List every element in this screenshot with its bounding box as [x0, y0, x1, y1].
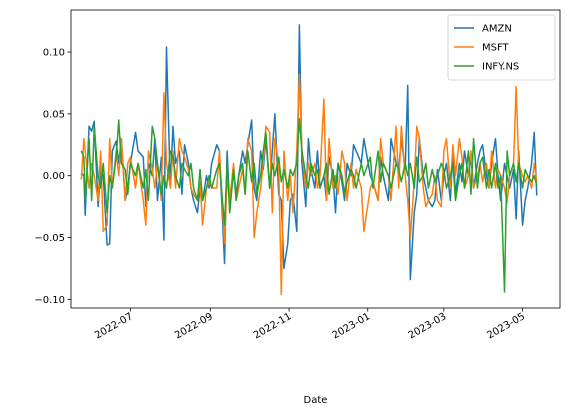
y-tick-label: 0.10 — [43, 48, 65, 59]
series-layer — [80, 24, 538, 296]
legend-box — [447, 14, 556, 81]
legend-label: AMZN — [482, 24, 512, 35]
y-axis: −0.10 −0.05 0.00 0.05 0.10 — [34, 48, 71, 306]
plot-frame — [70, 9, 561, 309]
legend-label: INFY.NS — [482, 62, 519, 73]
y-tick-label: 0.00 — [43, 171, 65, 182]
y-tick-label: 0.05 — [43, 109, 65, 120]
y-tick-label: −0.05 — [34, 233, 65, 244]
series-line-2 — [80, 118, 538, 293]
x-axis-title: Date — [304, 395, 328, 406]
y-tick-label: −0.10 — [34, 295, 65, 306]
legend: AMZN MSFT INFY.NS — [447, 14, 556, 81]
legend-label: MSFT — [482, 43, 510, 54]
